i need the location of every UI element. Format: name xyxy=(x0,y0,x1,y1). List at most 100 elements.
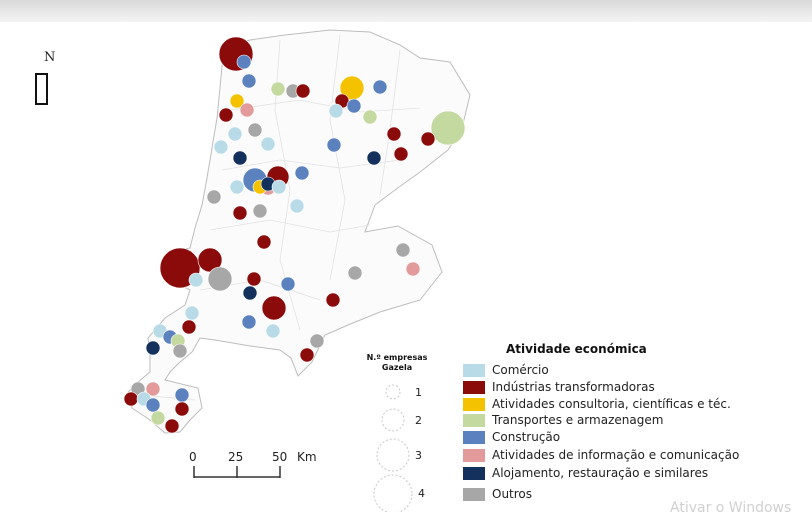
map-point-informacao xyxy=(239,102,255,118)
legend-label-transportes: Transportes e armazenagem xyxy=(492,413,664,427)
map-point-transportes xyxy=(270,81,286,97)
size-legend-label-2: 2 xyxy=(415,414,422,427)
map-point-comercio xyxy=(227,126,243,142)
size-legend-title: N.º empresas Gazela xyxy=(364,353,430,373)
map-point-consultoria xyxy=(229,93,245,109)
map-point-industria xyxy=(295,83,311,99)
map-point-transportes xyxy=(430,110,466,146)
map-point-alojamento xyxy=(242,285,258,301)
legend-swatch-alojamento xyxy=(463,466,485,480)
map-point-outros xyxy=(347,265,363,281)
map-point-comercio xyxy=(265,323,281,339)
legend-label-consultoria: Atividades consultoria, científicas e té… xyxy=(492,397,731,411)
window-top-bar xyxy=(0,0,812,22)
map-point-outros xyxy=(206,189,222,205)
legend-swatch-transportes xyxy=(463,413,485,427)
size-legend-title-line1: N.º empresas xyxy=(366,353,428,362)
legend-item-industria: Indústrias transformadoras xyxy=(463,380,655,394)
map-point-alojamento xyxy=(232,150,248,166)
scale-unit: Km xyxy=(297,450,317,464)
map-point-comercio xyxy=(289,198,305,214)
map-point-outros xyxy=(252,203,268,219)
map-point-comercio xyxy=(184,305,200,321)
north-arrow-icon xyxy=(35,73,48,105)
size-legend-label-3: 3 xyxy=(415,449,422,462)
map-point-outros xyxy=(207,266,233,292)
map-point-industria xyxy=(123,391,139,407)
size-legend-circle-3 xyxy=(376,438,410,472)
map-point-industria xyxy=(393,146,409,162)
size-legend-circle-4 xyxy=(373,474,413,512)
legend-swatch-informacao xyxy=(463,448,485,462)
map-point-comercio xyxy=(260,136,276,152)
map-point-informacao xyxy=(145,381,161,397)
legend-label-alojamento: Alojamento, restauração e similares xyxy=(492,466,709,480)
map-point-comercio xyxy=(188,272,204,288)
size-legend-title-line2: Gazela xyxy=(381,363,413,372)
scale-bar xyxy=(193,466,281,478)
map-point-industria xyxy=(181,319,197,335)
map-point-industria xyxy=(232,205,248,221)
map-point-industria xyxy=(261,295,287,321)
scale-tick-0: 0 xyxy=(189,450,197,464)
map-point-industria xyxy=(386,126,402,142)
legend-swatch-industria xyxy=(463,380,485,394)
legend-swatch-consultoria xyxy=(463,397,485,411)
size-legend-circles xyxy=(373,384,413,512)
legend-item-comercio: Comércio xyxy=(463,363,549,377)
map-point-transportes xyxy=(362,109,378,125)
scale-tick-25: 25 xyxy=(228,450,244,464)
map-points xyxy=(123,36,466,434)
map-point-transportes xyxy=(150,410,166,426)
map-point-construcao xyxy=(174,387,190,403)
legend-label-construcao: Construção xyxy=(492,430,561,444)
map-point-comercio xyxy=(328,103,344,119)
size-legend-label-4: 4 xyxy=(418,487,425,500)
legend-title: Atividade económica xyxy=(506,342,647,356)
map-point-industria xyxy=(174,401,190,417)
legend-item-consultoria: Atividades consultoria, científicas e té… xyxy=(463,397,731,411)
map-point-construcao xyxy=(372,79,388,95)
legend-label-industria: Indústrias transformadoras xyxy=(492,380,655,394)
map-point-outros xyxy=(395,242,411,258)
scale-tick-50: 50 xyxy=(272,450,288,464)
map-point-industria xyxy=(164,418,180,434)
map-point-outros xyxy=(172,343,188,359)
map-point-outros xyxy=(247,122,263,138)
map-point-construcao xyxy=(145,397,161,413)
map-point-industria xyxy=(256,234,272,250)
legend-item-alojamento: Alojamento, restauração e similares xyxy=(463,466,708,480)
map-point-industria xyxy=(420,131,436,147)
map-point-industria xyxy=(299,347,315,363)
map-point-outros xyxy=(309,333,325,349)
map-point-construcao xyxy=(241,314,257,330)
legend-label-comercio: Comércio xyxy=(492,363,549,377)
map-point-comercio xyxy=(229,179,245,195)
size-legend-label-1: 1 xyxy=(415,386,422,399)
legend-item-informacao: Atividades de informação e comunicação xyxy=(463,448,739,462)
size-legend-circle-2 xyxy=(381,408,405,432)
map-point-construcao xyxy=(294,165,310,181)
legend-label-outros: Outros xyxy=(492,487,533,501)
map-point-construcao xyxy=(326,137,342,153)
map-point-alojamento xyxy=(366,150,382,166)
map-point-construcao xyxy=(280,276,296,292)
legend-item-construcao: Construção xyxy=(463,430,560,444)
legend-swatch-outros xyxy=(463,487,485,501)
map-point-industria xyxy=(325,292,341,308)
legend-swatch-comercio xyxy=(463,363,485,377)
north-arrow-label: N xyxy=(44,50,56,65)
map-point-industria xyxy=(218,107,234,123)
legend-item-outros: Outros xyxy=(463,487,532,501)
map-point-construcao xyxy=(241,73,257,89)
map-point-comercio xyxy=(213,139,229,155)
legend-label-informacao: Atividades de informação e comunicação xyxy=(492,448,740,462)
map-point-construcao xyxy=(346,98,362,114)
legend-swatch-construcao xyxy=(463,430,485,444)
map-point-industria xyxy=(246,271,262,287)
map-point-informacao xyxy=(405,261,421,277)
map-point-alojamento xyxy=(145,340,161,356)
map-point-comercio xyxy=(271,179,287,195)
map-point-construcao xyxy=(236,54,252,70)
